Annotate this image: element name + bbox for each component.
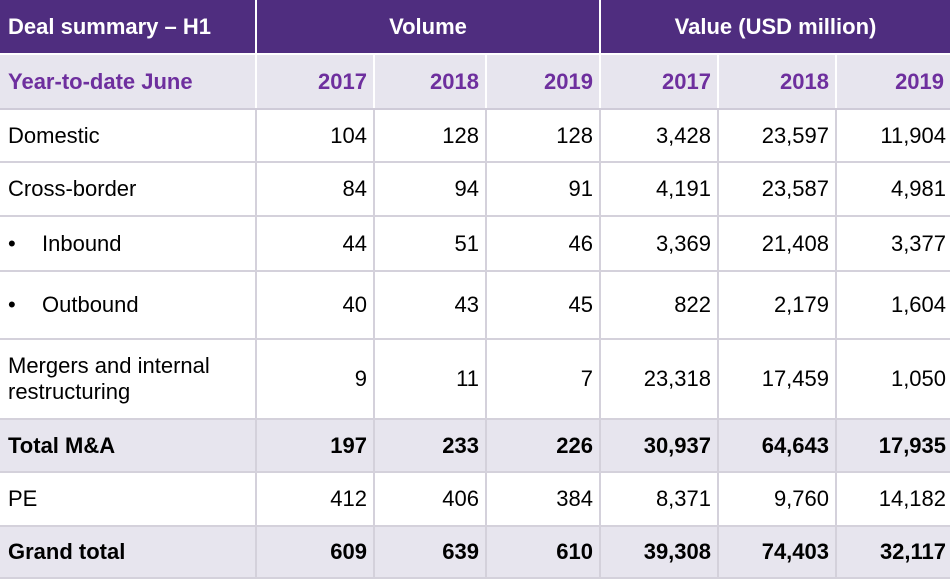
value-year-2017: 2017: [600, 54, 719, 110]
cell-value-2017: 23,318: [600, 339, 719, 420]
cell-value-2019: 14,182: [836, 472, 950, 527]
bullet-marker: •: [8, 292, 16, 317]
cell-volume-2019: 91: [486, 162, 601, 217]
cell-volume-2019: 128: [486, 109, 601, 163]
value-year-2018: 2018: [718, 54, 837, 110]
cell-value-2019: 4,981: [836, 162, 950, 217]
cell-volume-2017: 104: [256, 109, 375, 163]
cell-value-2019: 3,377: [836, 216, 950, 272]
volume-year-2018: 2018: [374, 54, 487, 110]
cell-volume-2018: 406: [374, 472, 487, 527]
cell-volume-2017: 84: [256, 162, 375, 217]
cell-volume-2019: 384: [486, 472, 601, 527]
cell-value-2018: 21,408: [718, 216, 837, 272]
table-row-pe: PE 412 406 384 8,371 9,760 14,182: [0, 472, 950, 527]
cell-volume-2018: 233: [374, 419, 487, 473]
volume-group-header: Volume: [256, 0, 601, 55]
cell-value-2017: 4,191: [600, 162, 719, 217]
row-label: Total M&A: [0, 419, 257, 473]
row-label-line1: Mergers and internal: [8, 353, 210, 378]
cell-value-2018: 23,597: [718, 109, 837, 163]
row-label-text: Inbound: [42, 230, 122, 256]
cell-volume-2018: 94: [374, 162, 487, 217]
header-row: Deal summary – H1 Volume Value (USD mill…: [0, 0, 950, 55]
cell-volume-2019: 226: [486, 419, 601, 473]
row-label: • Outbound: [0, 271, 257, 340]
cell-value-2018: 23,587: [718, 162, 837, 217]
table-row-mergers-restructuring: Mergers and internal restructuring 9 11 7…: [0, 339, 950, 420]
cell-volume-2019: 46: [486, 216, 601, 272]
cell-volume-2017: 609: [256, 526, 375, 579]
table-row-outbound: • Outbound 40 43 45 822 2,179 1,604: [0, 271, 950, 340]
table-row-cross-border: Cross-border 84 94 91 4,191 23,587 4,981: [0, 162, 950, 217]
cell-volume-2018: 128: [374, 109, 487, 163]
value-year-2019: 2019: [836, 54, 950, 110]
row-label: Mergers and internal restructuring: [0, 339, 257, 420]
cell-value-2017: 30,937: [600, 419, 719, 473]
cell-value-2019: 11,904: [836, 109, 950, 163]
cell-value-2017: 8,371: [600, 472, 719, 527]
cell-value-2017: 3,428: [600, 109, 719, 163]
cell-volume-2019: 610: [486, 526, 601, 579]
table-row-grand-total: Grand total 609 639 610 39,308 74,403 32…: [0, 526, 950, 579]
cell-volume-2017: 44: [256, 216, 375, 272]
cell-volume-2017: 412: [256, 472, 375, 527]
row-label: Grand total: [0, 526, 257, 579]
cell-value-2019: 1,604: [836, 271, 950, 340]
cell-value-2019: 32,117: [836, 526, 950, 579]
table-title: Deal summary – H1: [0, 0, 257, 55]
cell-volume-2018: 51: [374, 216, 487, 272]
cell-value-2018: 2,179: [718, 271, 837, 340]
volume-year-2019: 2019: [486, 54, 601, 110]
bullet-marker: •: [8, 230, 16, 256]
row-label: PE: [0, 472, 257, 527]
cell-value-2019: 17,935: [836, 419, 950, 473]
year-header-row: Year-to-date June 2017 2018 2019 2017 20…: [0, 54, 950, 110]
cell-volume-2017: 40: [256, 271, 375, 340]
cell-volume-2019: 45: [486, 271, 601, 340]
cell-value-2017: 822: [600, 271, 719, 340]
row-label: Domestic: [0, 109, 257, 163]
table-row-domestic: Domestic 104 128 128 3,428 23,597 11,904: [0, 109, 950, 163]
cell-value-2019: 1,050: [836, 339, 950, 420]
cell-value-2018: 64,643: [718, 419, 837, 473]
value-group-header: Value (USD million): [600, 0, 950, 55]
row-label-text: Outbound: [42, 292, 139, 317]
cell-volume-2019: 7: [486, 339, 601, 420]
row-label-line2: restructuring: [8, 379, 131, 404]
row-label: • Inbound: [0, 216, 257, 272]
row-label: Cross-border: [0, 162, 257, 217]
cell-value-2017: 39,308: [600, 526, 719, 579]
cell-volume-2018: 11: [374, 339, 487, 420]
table-row-inbound: • Inbound 44 51 46 3,369 21,408 3,377: [0, 216, 950, 272]
period-label: Year-to-date June: [0, 54, 257, 110]
cell-volume-2017: 197: [256, 419, 375, 473]
table-row-total-ma: Total M&A 197 233 226 30,937 64,643 17,9…: [0, 419, 950, 473]
cell-value-2018: 74,403: [718, 526, 837, 579]
cell-value-2017: 3,369: [600, 216, 719, 272]
cell-value-2018: 9,760: [718, 472, 837, 527]
cell-volume-2018: 43: [374, 271, 487, 340]
cell-volume-2018: 639: [374, 526, 487, 579]
cell-value-2018: 17,459: [718, 339, 837, 420]
cell-volume-2017: 9: [256, 339, 375, 420]
volume-year-2017: 2017: [256, 54, 375, 110]
